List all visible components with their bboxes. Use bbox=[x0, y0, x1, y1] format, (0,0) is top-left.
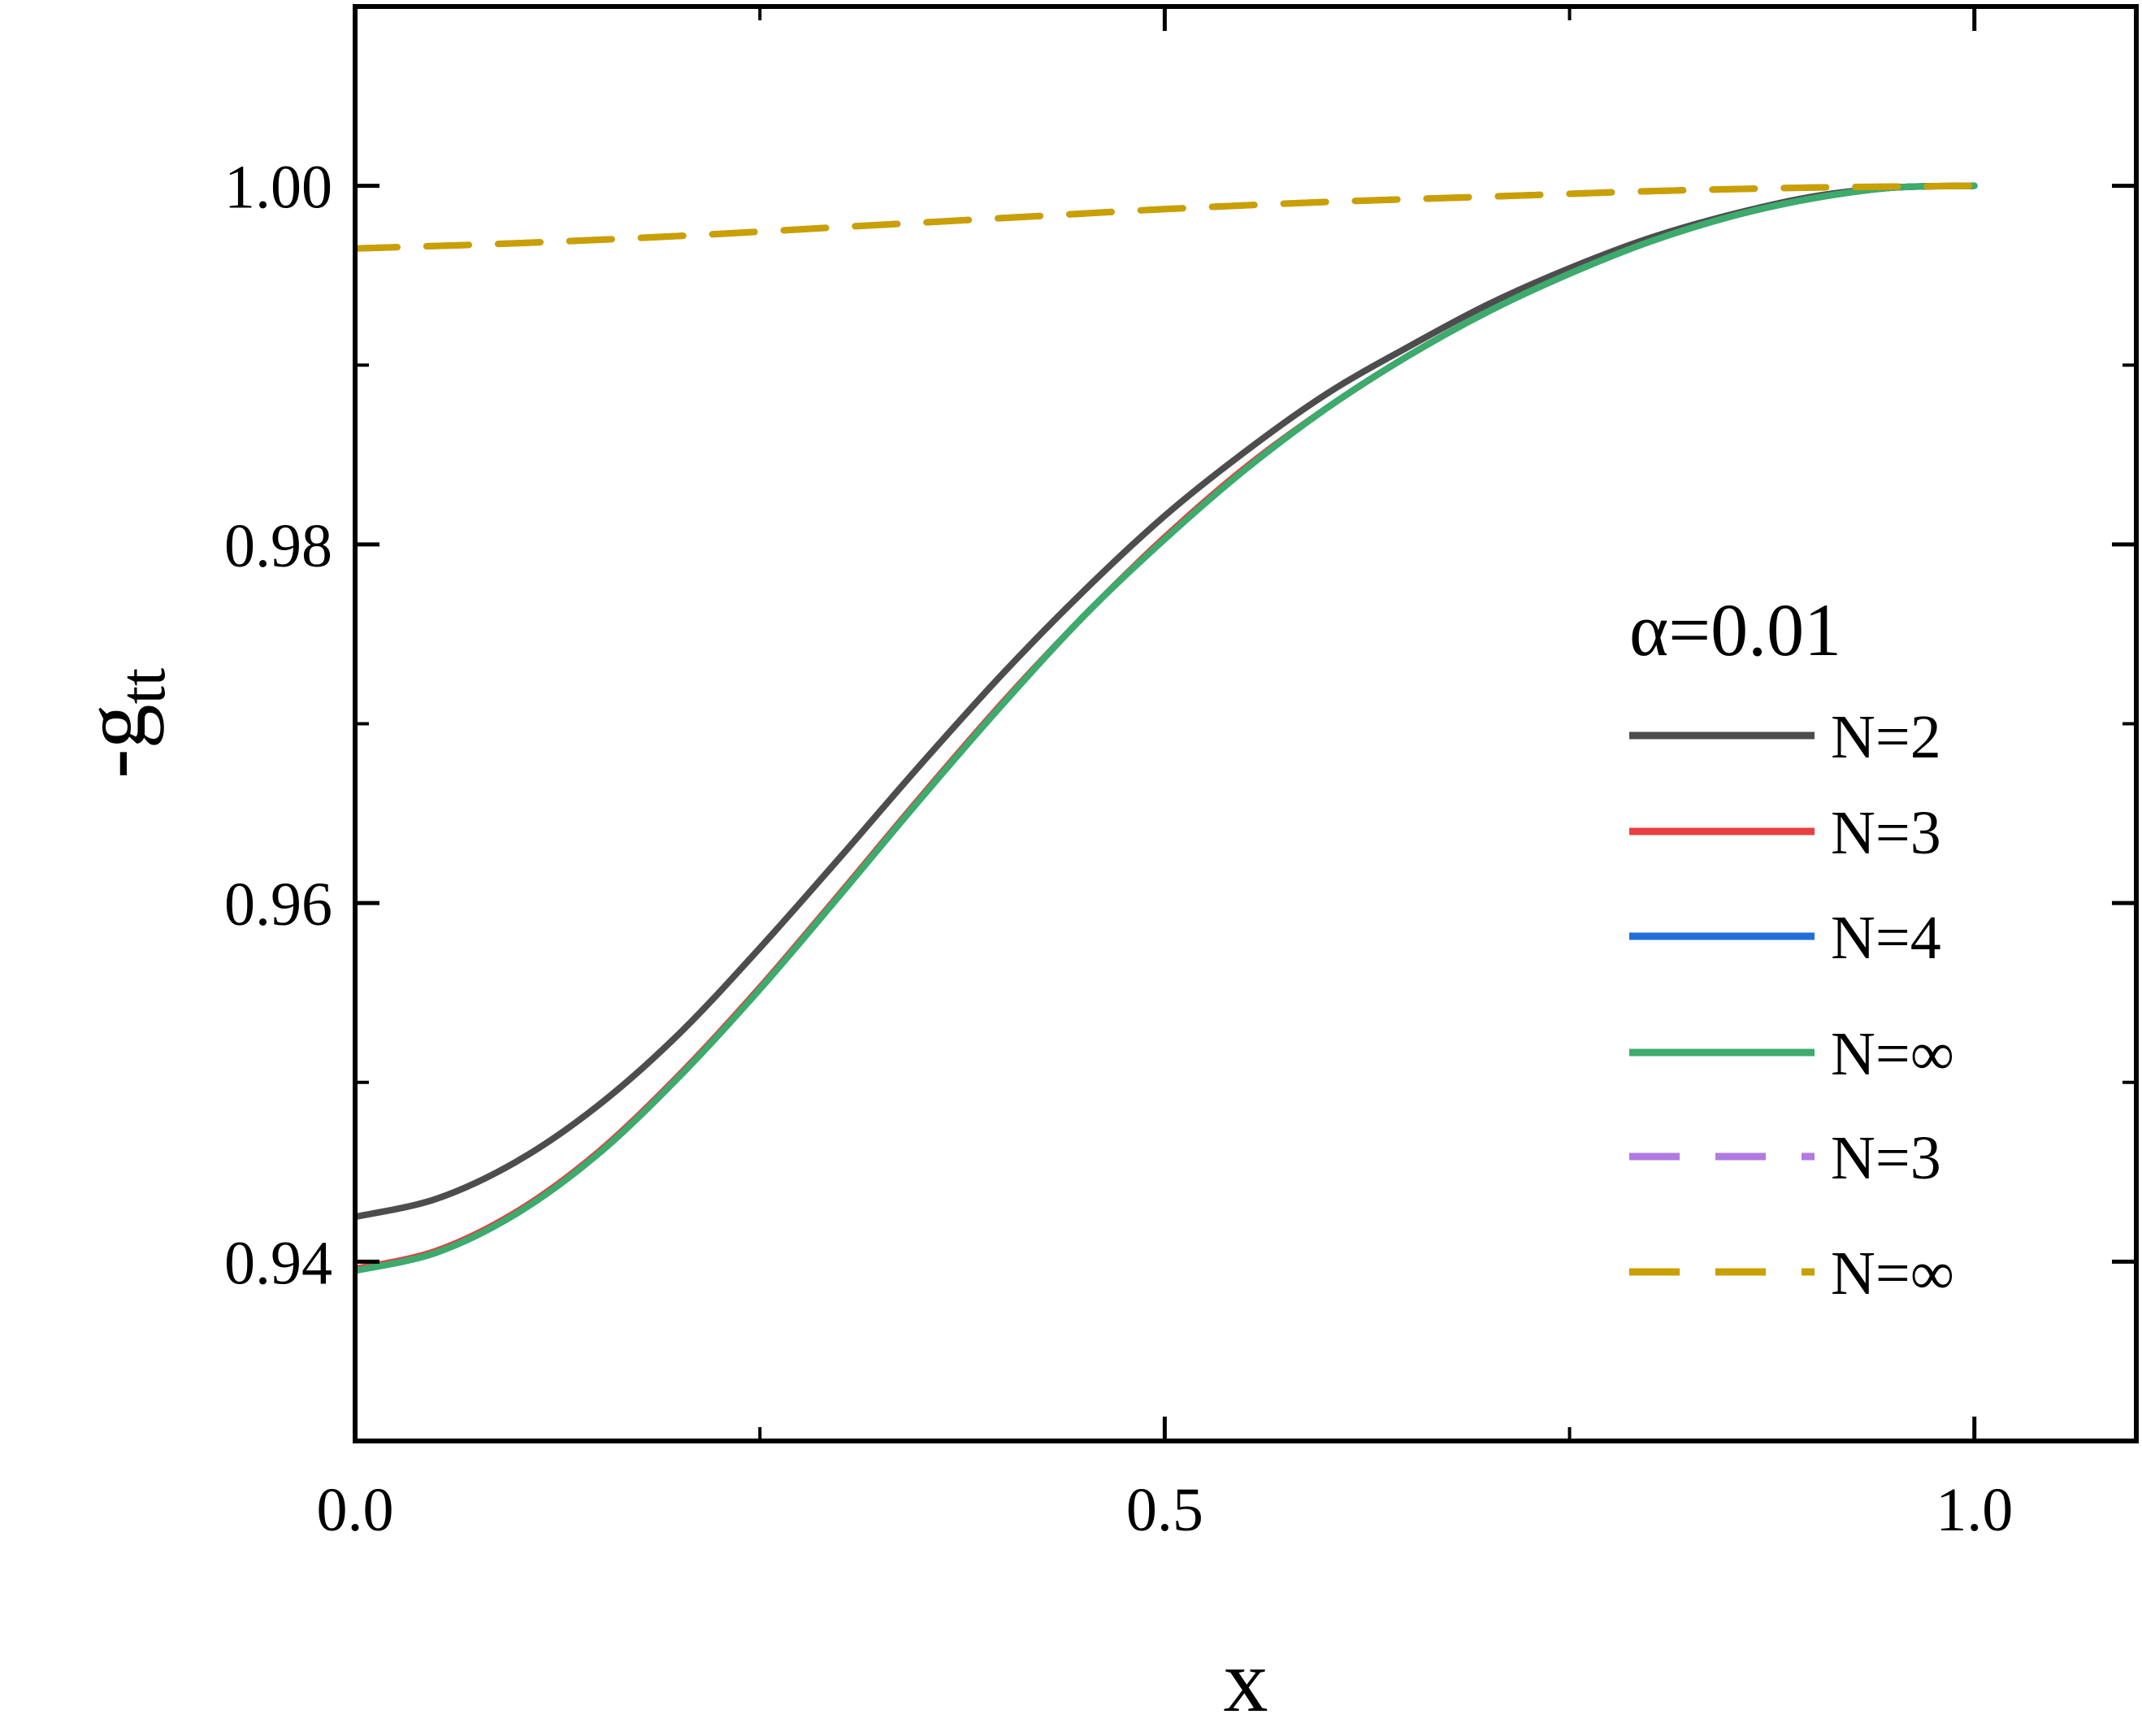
y-tick-label: 1.00 bbox=[224, 154, 332, 222]
y-axis-title: -gtt bbox=[65, 668, 179, 779]
series-layer bbox=[355, 182, 1978, 1274]
y-tick-label: 0.96 bbox=[224, 870, 332, 939]
legend-label-3: N=4 bbox=[1831, 904, 1941, 972]
series-line-1 bbox=[355, 182, 1978, 1221]
legend-label-2: N=3 bbox=[1831, 799, 1941, 867]
legend-title: α=0.01 bbox=[1629, 588, 1841, 671]
x-tick-label: 0.0 bbox=[317, 1476, 394, 1544]
labels-layer: 0.0 0.5 1.0 0.94 0.96 0.98 1.00 bbox=[224, 154, 2013, 1544]
series-line-6 bbox=[355, 182, 1978, 252]
legend-label-1: N=2 bbox=[1831, 703, 1941, 771]
series-line-4 bbox=[355, 182, 1978, 1274]
x-tick-label: 1.0 bbox=[1936, 1476, 2013, 1544]
y-axis-title-main: -g bbox=[65, 704, 164, 779]
legend-label-5: N=3 bbox=[1831, 1124, 1941, 1192]
x-axis-title: x bbox=[1224, 1631, 1268, 1730]
y-tick-label: 0.98 bbox=[224, 512, 332, 580]
y-axis-title-subscript: tt bbox=[107, 668, 179, 704]
legend-label-4: N=∞ bbox=[1831, 1020, 1954, 1088]
ticks-layer bbox=[353, 7, 2136, 1441]
x-tick-label: 0.5 bbox=[1126, 1476, 1203, 1544]
legend-label-6: N=∞ bbox=[1831, 1239, 1954, 1308]
legend: α=0.01 N=2 N=3 N=4 N=∞ N=3 N=∞ bbox=[1629, 588, 1954, 1308]
y-tick-label: 0.94 bbox=[224, 1229, 332, 1297]
